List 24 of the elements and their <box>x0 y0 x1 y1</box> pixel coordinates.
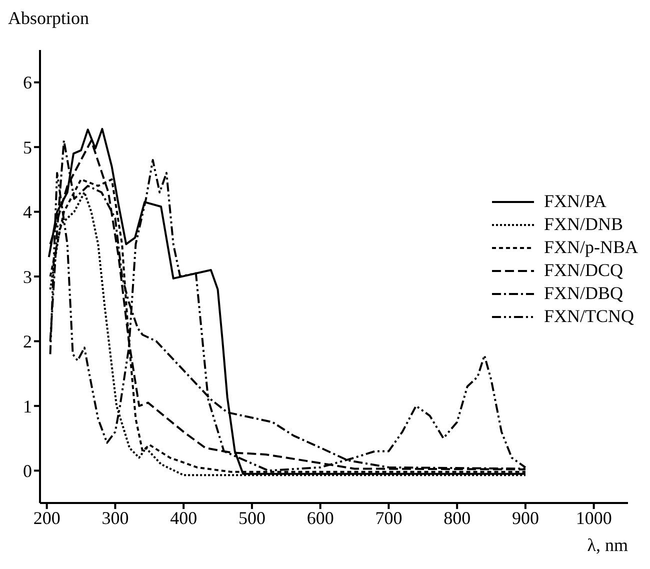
x-tick-label: 1000 <box>576 508 612 528</box>
legend-label: FXN/DCQ <box>544 260 623 281</box>
x-tick-label: 200 <box>33 508 60 528</box>
x-tick-label: 800 <box>444 508 471 528</box>
y-tick-label: 1 <box>23 396 32 416</box>
y-tick-label: 5 <box>23 137 32 158</box>
x-axis-title: λ, nm <box>587 535 628 555</box>
x-tick-label: 900 <box>512 508 539 528</box>
y-tick-label: 6 <box>23 72 32 93</box>
x-tick-label: 700 <box>375 508 402 528</box>
legend-label: FXN/DNB <box>544 214 623 235</box>
x-tick-label: 600 <box>306 508 334 528</box>
y-axis-title: Absorption <box>8 8 89 29</box>
legend-label: FXN/p-NBA <box>544 237 638 258</box>
legend-label: FXN/PA <box>544 191 606 212</box>
legend-label: FXN/TCNQ <box>544 306 634 327</box>
x-tick-label: 300 <box>102 508 129 528</box>
x-tick-label: 400 <box>170 508 198 528</box>
y-tick-label: 2 <box>23 332 32 352</box>
y-tick-label: 4 <box>23 202 32 222</box>
y-tick-label: 0 <box>23 461 32 482</box>
y-tick-label: 3 <box>23 266 32 287</box>
legend-label: FXN/DBQ <box>544 283 623 304</box>
x-tick-label: 500 <box>238 508 266 528</box>
